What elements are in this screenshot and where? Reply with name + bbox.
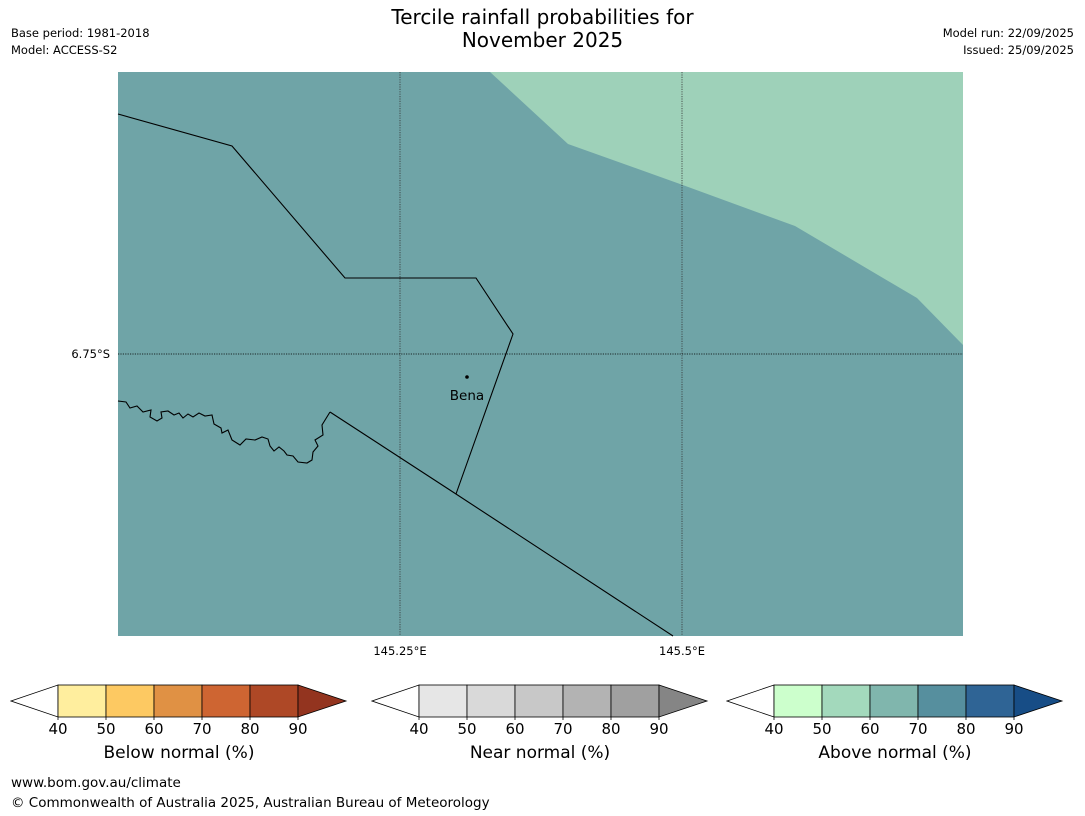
- colorbar-tick-label: 50: [812, 720, 831, 738]
- map-title: Tercile rainfall probabilities for Novem…: [0, 6, 1085, 52]
- colorbar-segment: [869, 684, 919, 718]
- model-text: Model: ACCESS-S2: [11, 43, 118, 57]
- header-right: Model run: 22/09/2025 Issued: 25/09/2025: [943, 25, 1074, 59]
- colorbar-tick-label: 60: [860, 720, 879, 738]
- base-period-text: Base period: 1981-2018: [11, 26, 150, 40]
- lat-label: 6.75°S: [71, 347, 110, 361]
- colorbar-segment: [201, 684, 251, 718]
- colorbar-tick-label: 60: [144, 720, 163, 738]
- colorbar-tick-label: 90: [1004, 720, 1023, 738]
- colorbar-tick-label: 50: [457, 720, 476, 738]
- colorbar-segment: [821, 684, 871, 718]
- lon-label-145-25: 145.25°E: [373, 644, 426, 658]
- colorbar-segment: [514, 684, 564, 718]
- colorbar-tick-label: 40: [409, 720, 428, 738]
- footer-website: www.bom.gov.au/climate: [11, 775, 181, 791]
- colorbar-tick-label: 50: [96, 720, 115, 738]
- colorbar-segment: [610, 684, 660, 718]
- colorbar-tick-label: 90: [288, 720, 307, 738]
- colorbar-tick-label: 70: [908, 720, 927, 738]
- colorbar-segment: [57, 684, 107, 718]
- province-boundary-south: [329, 411, 674, 637]
- colorbar-below-normal: 40 50 60 70 80 90: [10, 684, 348, 738]
- colorbar-tick-label: 40: [764, 720, 783, 738]
- colorbar-tick-label: 80: [240, 720, 259, 738]
- colorbar-segment: [153, 684, 203, 718]
- bena-marker: [465, 375, 469, 379]
- colorbar-segment: [562, 684, 612, 718]
- model-run-text: Model run: 22/09/2025: [942, 26, 1074, 40]
- colorbar-label-below: Below normal (%): [103, 743, 255, 763]
- colorbar-tick-label: 60: [505, 720, 524, 738]
- lon-label-145-5: 145.5°E: [659, 644, 705, 658]
- footer-copyright: © Commonwealth of Australia 2025, Austra…: [11, 795, 490, 811]
- province-boundary: [117, 113, 514, 495]
- map-area-50-60: [490, 72, 963, 345]
- colorbar-extend-low: [10, 684, 59, 718]
- colorbar-tick-label: 70: [553, 720, 572, 738]
- header-left: Base period: 1981-2018 Model: ACCESS-S2: [11, 25, 150, 59]
- colorbar-tick-label: 80: [956, 720, 975, 738]
- colorbar-tick-label: 40: [48, 720, 67, 738]
- colorbar-tick-label: 70: [192, 720, 211, 738]
- colorbar-extend-high: [1013, 684, 1064, 718]
- colorbar-above-normal: 40 50 60 70 80 90: [726, 684, 1064, 738]
- place-label-bena: Bena: [450, 388, 484, 404]
- title-line-2: November 2025: [461, 28, 624, 52]
- colorbar-extend-low: [726, 684, 775, 718]
- colorbar-label-near: Near normal (%): [469, 743, 611, 763]
- probability-map: Bena 6.75°S 145.25°E 145.5°E: [71, 72, 963, 658]
- issued-text: Issued: 25/09/2025: [963, 43, 1074, 57]
- colorbar-near-normal: 40 50 60 70 80 90: [371, 684, 709, 738]
- colorbar-segment: [965, 684, 1015, 718]
- colorbar-extend-high: [297, 684, 348, 718]
- colorbar-extend-low: [371, 684, 420, 718]
- colorbar-tick-label: 80: [601, 720, 620, 738]
- colorbar-segment: [917, 684, 967, 718]
- colorbar-segment: [773, 684, 823, 718]
- river-boundary: [117, 400, 331, 464]
- colorbar-segment: [249, 684, 299, 718]
- colorbar-tick-label: 90: [649, 720, 668, 738]
- colorbar-segment: [466, 684, 516, 718]
- colorbar-segment: [418, 684, 468, 718]
- colorbar-segment: [105, 684, 155, 718]
- title-line-1: Tercile rainfall probabilities for: [391, 5, 694, 29]
- colorbar-extend-high: [658, 684, 709, 718]
- colorbar-label-above: Above normal (%): [818, 743, 972, 763]
